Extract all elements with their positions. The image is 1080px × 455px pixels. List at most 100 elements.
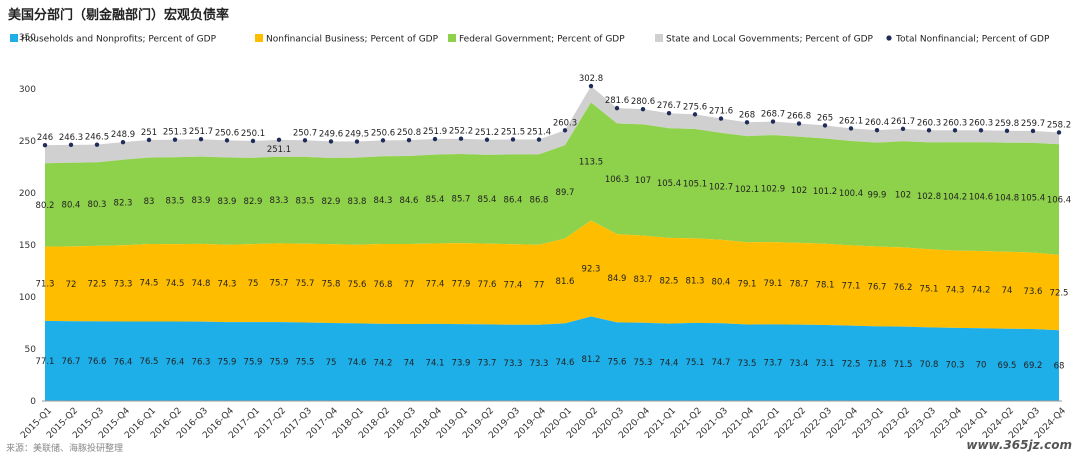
label-total: 251.7 [189, 127, 213, 137]
label-federal: 83.8 [348, 197, 367, 207]
label-households: 70.3 [946, 360, 965, 370]
label-total: 262.1 [839, 116, 863, 126]
label-federal: 82.9 [244, 197, 263, 207]
label-federal: 99.9 [868, 191, 887, 201]
label-total: 268 [739, 110, 755, 120]
label-federal: 102.1 [735, 185, 759, 195]
label-federal: 80.2 [36, 201, 55, 211]
label-business: 73.3 [114, 279, 133, 289]
label-federal: 83.5 [296, 196, 315, 206]
total-point [68, 142, 74, 148]
label-business: 76.7 [868, 282, 887, 292]
label-business: 75.8 [322, 280, 341, 290]
label-households: 76.4 [166, 357, 185, 367]
label-households: 68 [1054, 362, 1065, 372]
label-households: 76.5 [140, 357, 159, 367]
watermark: www.365jz.com [966, 438, 1072, 452]
label-total: 252.2 [449, 127, 473, 137]
label-total: 260.3 [553, 118, 577, 128]
label-households: 75.9 [244, 358, 263, 368]
label-total: 250.1 [241, 129, 265, 139]
total-point [276, 137, 282, 143]
total-point [224, 138, 230, 143]
total-point [42, 142, 48, 148]
label-business: 77.9 [452, 280, 471, 290]
label-federal: 80.3 [88, 200, 107, 210]
total-point [146, 137, 152, 143]
legend-label: Federal Government; Percent of GDP [459, 35, 625, 45]
legend-label: State and Local Governments; Percent of … [666, 35, 874, 45]
label-federal: 85.4 [478, 195, 497, 205]
legend-swatch [10, 34, 18, 42]
label-total: 276.7 [657, 101, 681, 111]
y-tick-label: 350 [19, 33, 36, 43]
y-tick-label: 100 [19, 293, 36, 303]
label-households: 73.5 [738, 359, 757, 369]
label-total: 280.6 [631, 97, 655, 107]
source-note: 来源：美联储、海豚投研整理 [6, 444, 124, 454]
label-business: 74.3 [218, 279, 237, 289]
total-point [380, 138, 386, 143]
label-total: 251.2 [475, 128, 499, 138]
total-point [562, 128, 568, 133]
label-business: 83.7 [634, 275, 653, 285]
legend-label: Households and Nonprofits; Percent of GD… [21, 35, 217, 45]
label-total: 260.3 [917, 118, 941, 128]
label-households: 69.5 [998, 361, 1017, 371]
label-total: 249.5 [345, 130, 369, 140]
chart-data-labels: 77.1 71.3 80.2 76.7 72 80.4 76.6 72.5 80.3 76.4 73… [36, 158, 1072, 372]
label-total: 250.8 [397, 128, 421, 138]
label-business: 79.1 [738, 279, 757, 289]
label-households: 71.5 [894, 360, 913, 370]
label-business: 78.7 [790, 280, 809, 290]
legend: Households and Nonprofits; Percent of GD… [10, 34, 1050, 45]
label-federal: 102.8 [917, 192, 941, 202]
label-federal: 85.7 [452, 195, 471, 205]
label-households: 73.7 [478, 359, 497, 369]
label-federal: 102.9 [761, 185, 785, 195]
label-households: 75.6 [608, 358, 627, 368]
total-point [250, 138, 256, 144]
total-point [484, 137, 490, 142]
label-business: 74.5 [140, 279, 159, 289]
label-federal: 86.8 [530, 196, 549, 206]
y-tick-label: 150 [19, 241, 36, 251]
label-business: 72.5 [1050, 289, 1069, 299]
label-federal: 102 [791, 186, 807, 196]
label-federal: 102.7 [709, 182, 733, 192]
total-point [1056, 130, 1062, 135]
legend-swatch [255, 34, 263, 42]
label-households: 72.5 [842, 359, 861, 369]
label-federal: 84.6 [400, 196, 419, 206]
label-total: 271.6 [709, 107, 733, 117]
label-federal: 104.6 [969, 193, 993, 203]
label-business: 77.4 [426, 280, 445, 290]
legend-marker [886, 35, 892, 41]
total-point [614, 105, 620, 111]
label-total: 260.3 [969, 118, 993, 128]
label-total: 251.9 [423, 127, 447, 137]
label-total: 248.9 [111, 130, 135, 140]
label-total: 260.4 [865, 118, 889, 128]
label-federal: 105.1 [683, 180, 707, 190]
label-total: 251.3 [163, 128, 187, 138]
label-business: 80.4 [712, 278, 731, 288]
label-business: 73.6 [1024, 287, 1043, 297]
label-business: 77 [534, 281, 545, 291]
total-point [588, 83, 594, 89]
label-households: 71.8 [868, 360, 887, 370]
label-business: 71.3 [36, 280, 55, 290]
label-federal: 82.3 [114, 199, 133, 209]
label-households: 73.3 [504, 359, 523, 369]
label-households: 75.1 [686, 358, 705, 368]
label-federal: 105.4 [657, 179, 681, 189]
label-business: 75.7 [270, 279, 289, 289]
label-households: 76.4 [114, 357, 133, 367]
label-total: 250.7 [293, 128, 317, 138]
label-households: 73.1 [816, 359, 835, 369]
legend-swatch [448, 34, 456, 42]
label-total: 265 [817, 113, 833, 123]
area-federal [45, 102, 1059, 255]
label-business: 82.5 [660, 277, 679, 287]
